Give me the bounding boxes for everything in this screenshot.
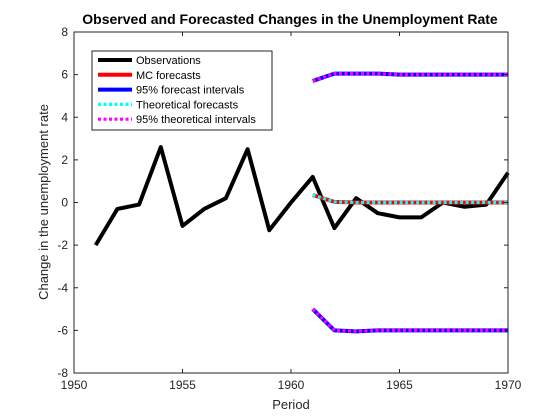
x-tick-label: 1950	[61, 378, 88, 392]
y-tick-label: 6	[61, 68, 68, 82]
y-axis: -8 -6 -4 -2 0 2 4 6 8	[57, 25, 508, 380]
series-layer	[93, 71, 510, 334]
x-tick-label: 1965	[386, 378, 413, 392]
series-line-observations	[93, 145, 510, 247]
x-tick-label: 1960	[278, 378, 305, 392]
legend-entry: MC forecasts	[136, 70, 201, 82]
y-tick-label: 2	[61, 153, 68, 167]
y-tick-label: -4	[57, 281, 68, 295]
legend-entry: Observations	[136, 55, 201, 67]
chart-title: Observed and Forecasted Changes in the U…	[82, 11, 498, 27]
y-tick-label: 4	[61, 110, 68, 124]
series-upper-95pct-theoretical-intervals	[312, 71, 508, 83]
legend-entry: 95% theoretical intervals	[136, 114, 256, 126]
y-axis-label: Change in the unemployment rate	[36, 104, 51, 300]
y-tick-label: -6	[57, 323, 68, 337]
legend: Observations MC forecasts 95% forecast int…	[91, 50, 273, 131]
series-lower-95pct-theoretical-intervals	[311, 307, 508, 333]
legend-entry: Theoretical forecasts	[136, 99, 239, 111]
x-axis-label: Period	[272, 397, 310, 412]
legend-entry: 95% forecast intervals	[136, 85, 245, 97]
x-tick-label: 1970	[495, 378, 522, 392]
y-tick-label: -8	[57, 366, 68, 380]
y-tick-label: -2	[57, 238, 68, 252]
series-line-theoretical-forecasts	[312, 193, 508, 205]
x-axis: 1950 1955 1960 1965 1970	[61, 32, 522, 392]
y-tick-label: 0	[61, 196, 68, 210]
y-tick-label: 8	[61, 25, 68, 39]
x-tick-label: 1955	[169, 378, 196, 392]
